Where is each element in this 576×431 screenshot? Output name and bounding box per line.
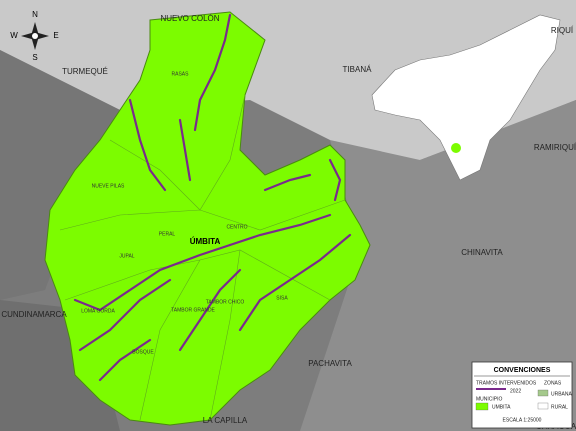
legend-heading: ZONAS [544,380,562,386]
neighbor-label: CHINAVITA [461,248,503,257]
inset-highlight [451,143,461,153]
neighbor-label: TURMEQUÉ [62,67,108,76]
vereda-label: TAMBOR CHICO [206,299,245,305]
west-region [0,50,120,300]
inset-map [371,14,561,181]
compass-label: W [10,31,18,40]
neighbor-label: TIBANÁ [343,65,373,74]
vereda-label: LOMA GORDA [81,308,115,314]
neighbor-label: RIQUÍ [551,26,574,35]
neighbor-label: NUEVO COLÓN [160,14,219,23]
legend-label: 2022 [510,388,521,394]
vereda-label: NUEVE PILAS [92,183,125,189]
vereda-label: JUPAL [119,253,134,259]
roads [73,13,352,382]
legend-heading: TRAMOS INTERVENIDOS [476,380,537,386]
municipality-area [44,11,371,426]
vereda-boundaries [59,94,346,421]
neighbor-label: RAMIRIQUÍ [534,143,576,152]
vereda-label: CENTRO [226,224,247,230]
legend-label: UMBITA [492,404,511,410]
compass-label: E [53,31,58,40]
vereda-label: SISA [276,295,288,301]
compass-label: N [32,10,38,19]
neighbor-label: PACHAVITA [308,359,352,368]
neighbor-label: CUNDINAMARCA [1,310,67,319]
compass: N W E S [10,10,58,62]
east-region [300,100,576,431]
north-region [0,0,576,180]
neighbor-label: LA CAPILLA [203,416,248,425]
compass-label: S [32,53,37,62]
vereda-label: PERAL [159,231,176,237]
legend-scale: ESCALA 1:25000 [503,417,542,423]
legend: CONVENCIONES TRAMOS INTERVENIDOS 2022 ZO… [471,361,573,429]
municipality-label: ÚMBITA [190,237,221,246]
vereda-label: TAMBOR GRANDE [171,307,215,313]
legend-label: RURAL [551,404,568,410]
vereda-label: BOSQUE [132,349,154,355]
vereda-label: RASAS [172,71,190,77]
legend-label: URBANA [551,391,573,397]
legend-heading: MUNICIPIO [476,396,503,402]
legend-title: CONVENCIONES [494,367,551,374]
